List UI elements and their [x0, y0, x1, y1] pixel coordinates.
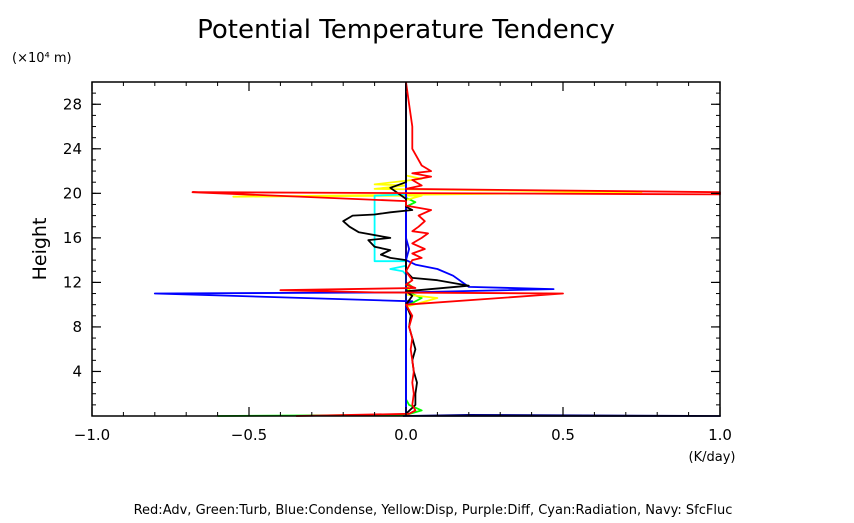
x-tick-label: −0.5	[231, 426, 267, 444]
series-group	[153, 81, 721, 417]
series-line-5	[153, 82, 555, 416]
axes-group: −1.0 −0.5 0.0 0.5 1.0 4 8 12 16 20 24 28	[63, 81, 732, 444]
y-tick-label: 28	[63, 95, 82, 113]
y-axis-unit-label: (×10⁴ m)	[12, 51, 72, 66]
x-tick-label: 1.0	[708, 426, 732, 444]
x-tick-label: −1.0	[74, 426, 110, 444]
y-tick-label: 20	[63, 184, 82, 202]
series-line-1	[232, 82, 643, 416]
series-line-7	[191, 81, 721, 417]
series-line-0	[217, 82, 423, 417]
y-tick-label: 8	[72, 318, 82, 336]
y-tick-label: 4	[72, 362, 82, 380]
x-tick-label: 0.0	[394, 426, 418, 444]
legend-text: Red:Adv, Green:Turb, Blue:Condense, Yell…	[134, 503, 733, 518]
chart-title: Potential Temperature Tendency	[197, 15, 615, 45]
y-tick-label: 12	[63, 273, 82, 291]
y-axis-label: Height	[29, 218, 51, 281]
x-axis-unit-label: (K/day)	[689, 450, 736, 465]
series-line-3	[373, 82, 407, 416]
x-tick-label: 0.5	[551, 426, 575, 444]
y-tick-label: 16	[63, 229, 82, 247]
series-line-4	[402, 82, 721, 417]
y-tick-label: 24	[63, 140, 82, 158]
